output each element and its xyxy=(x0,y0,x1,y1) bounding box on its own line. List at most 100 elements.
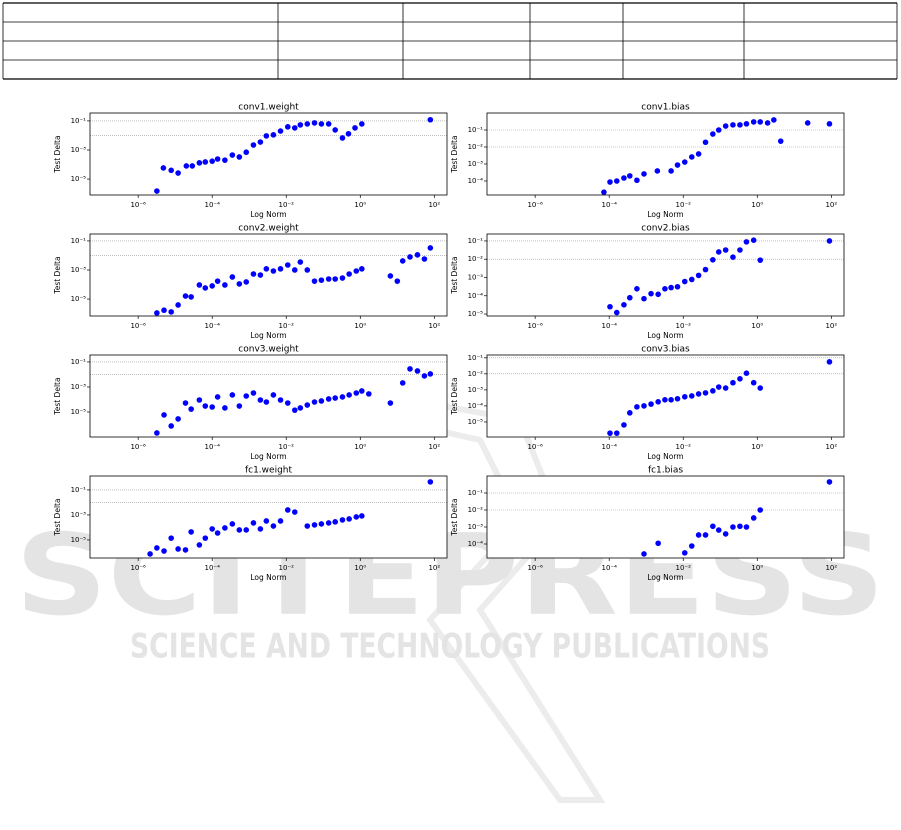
table xyxy=(2,2,898,80)
point xyxy=(311,399,318,405)
x-tick-label: 10² xyxy=(428,443,440,451)
point xyxy=(715,527,722,533)
y-tick-label: 10⁻⁵ xyxy=(468,310,484,318)
x-tick-label: 10² xyxy=(825,564,837,572)
point xyxy=(359,388,365,394)
point xyxy=(339,517,346,523)
point xyxy=(284,262,291,268)
point xyxy=(757,385,764,391)
point xyxy=(655,291,661,298)
point xyxy=(826,238,833,244)
point xyxy=(607,303,613,310)
point xyxy=(188,529,194,535)
x-tick-label: 10⁰ xyxy=(354,564,366,572)
point xyxy=(161,548,167,554)
point xyxy=(277,266,284,272)
x-tick-label: 10⁻² xyxy=(279,564,295,572)
x-tick-label: 10⁻⁶ xyxy=(527,443,543,451)
point xyxy=(722,531,729,537)
point xyxy=(353,268,360,274)
point xyxy=(621,301,627,308)
point xyxy=(325,396,332,402)
point xyxy=(613,178,620,184)
point xyxy=(147,551,153,557)
point xyxy=(222,157,228,163)
x-tick-label: 10⁻⁶ xyxy=(527,564,543,572)
point xyxy=(250,142,257,148)
point xyxy=(613,430,620,436)
x-tick-label: 10⁻⁶ xyxy=(130,322,146,330)
point xyxy=(161,412,167,418)
point xyxy=(196,160,203,166)
point xyxy=(284,124,291,130)
point xyxy=(737,247,743,253)
point xyxy=(236,281,243,287)
point xyxy=(168,535,174,541)
y-tick-label: 10⁻⁵ xyxy=(71,408,87,416)
y-tick-label: 10⁻⁵ xyxy=(71,175,87,183)
point xyxy=(243,527,250,533)
point xyxy=(188,406,194,412)
y-axis-label: Test Delta xyxy=(450,498,459,536)
chart: 10⁻⁶ 10⁻⁴ 10⁻² 10⁰ 10² 10⁻⁴ 10⁻³ 10⁻² 10⁻¹ conv1.… xyxy=(450,103,845,219)
point xyxy=(674,395,681,402)
point xyxy=(626,294,633,301)
point xyxy=(154,545,160,551)
plot-area xyxy=(90,355,447,437)
point xyxy=(764,120,771,126)
point xyxy=(634,404,640,410)
point xyxy=(399,258,406,264)
chart: 10⁻⁶ 10⁻⁴ 10⁻² 10⁰ 10² 10⁻⁴ 10⁻³ 10⁻² 10⁻¹ fc1.bi… xyxy=(450,466,845,582)
point xyxy=(655,399,661,405)
x-tick-label: 10² xyxy=(428,322,440,330)
point xyxy=(353,514,360,520)
x-tick-label: 10² xyxy=(825,443,837,451)
point xyxy=(222,282,228,288)
point xyxy=(655,540,661,547)
point xyxy=(339,275,346,281)
point xyxy=(291,267,298,273)
point xyxy=(695,151,702,157)
point xyxy=(737,122,743,128)
point xyxy=(674,283,681,290)
point xyxy=(662,397,668,403)
point xyxy=(634,286,640,292)
y-tick-label: 10⁻¹ xyxy=(71,486,87,494)
point xyxy=(722,123,729,129)
point xyxy=(421,373,428,379)
point xyxy=(270,392,277,398)
point xyxy=(243,279,250,285)
point xyxy=(188,294,194,300)
point xyxy=(826,479,833,485)
point xyxy=(175,546,181,552)
y-tick-label: 10⁻⁴ xyxy=(468,177,484,185)
y-tick-label: 10⁻⁵ xyxy=(71,536,87,544)
point xyxy=(648,290,654,297)
point xyxy=(387,273,394,279)
y-tick-label: 10⁻¹ xyxy=(468,126,484,134)
point xyxy=(236,154,243,160)
point xyxy=(668,397,674,403)
point xyxy=(222,405,228,411)
point xyxy=(202,403,209,409)
point xyxy=(332,519,338,525)
point xyxy=(626,173,633,179)
point xyxy=(399,380,406,386)
x-tick-label: 10⁻² xyxy=(279,322,295,330)
y-tick-label: 10⁻³ xyxy=(71,383,87,391)
point xyxy=(332,127,338,133)
point xyxy=(427,371,434,377)
point xyxy=(291,509,298,515)
x-axis-label: Log Norm xyxy=(647,452,683,461)
point xyxy=(730,254,736,260)
point xyxy=(236,403,243,409)
point xyxy=(743,121,750,127)
point xyxy=(743,524,750,530)
x-axis-label: Log Norm xyxy=(250,210,286,219)
point xyxy=(339,394,346,400)
point xyxy=(757,119,764,125)
chart-title: fc1.weight xyxy=(245,466,293,476)
axes-frame xyxy=(89,354,448,438)
y-tick-label: 10⁻³ xyxy=(71,511,87,519)
point xyxy=(291,407,298,413)
